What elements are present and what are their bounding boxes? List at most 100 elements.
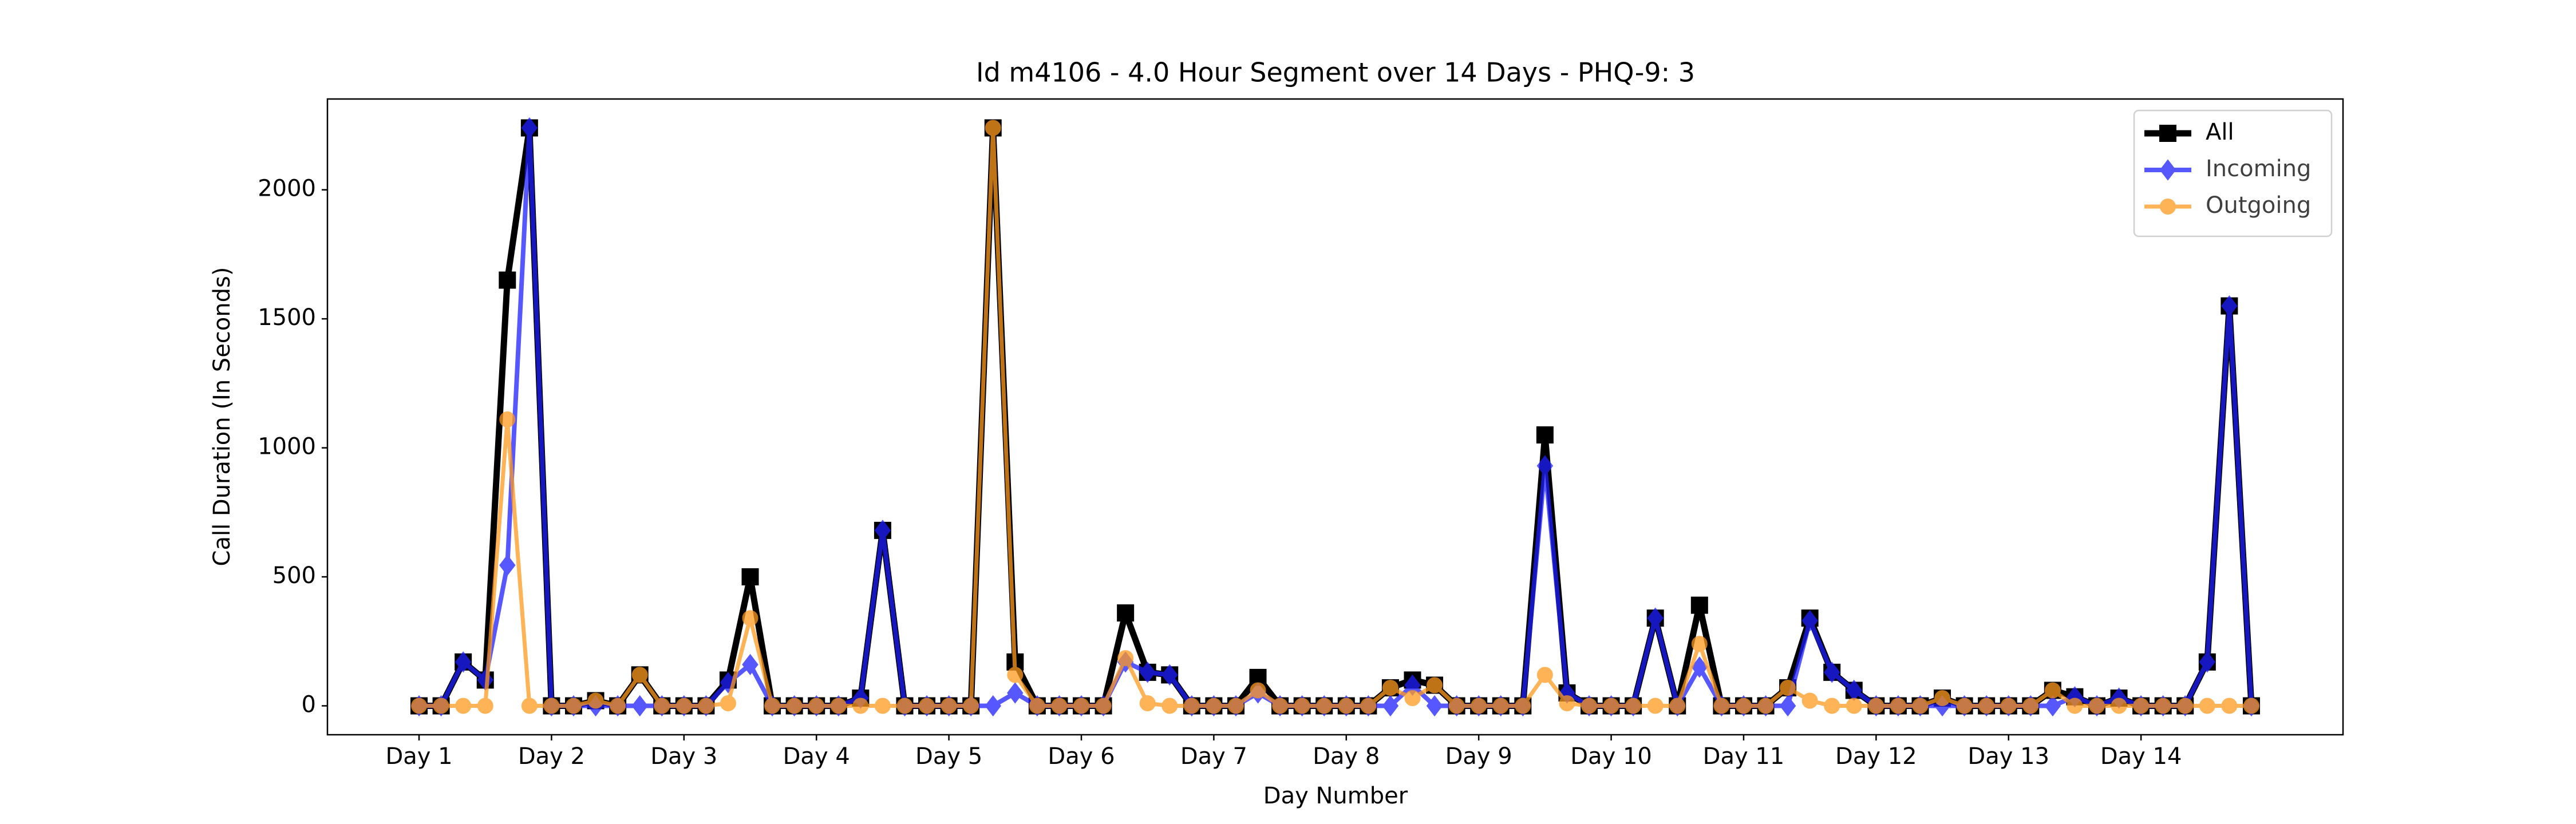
marker (1294, 698, 1310, 714)
legend-label: Incoming (2206, 156, 2311, 182)
x-tick-label: Day 5 (915, 743, 982, 770)
marker (1117, 604, 1135, 622)
y-tick-label: 2000 (258, 176, 316, 202)
marker (919, 698, 935, 714)
marker (455, 651, 472, 673)
marker (808, 698, 825, 714)
marker (1824, 698, 1840, 714)
marker (543, 698, 560, 714)
legend-item: Incoming (2144, 156, 2311, 182)
legend-label: All (2206, 119, 2234, 145)
series-line (419, 125, 2254, 708)
x-tick-label: Day 11 (1703, 743, 1785, 770)
marker (654, 698, 670, 714)
marker (1625, 698, 1642, 714)
plot-frame (326, 98, 2344, 736)
marker (2000, 698, 2017, 714)
x-tick-label: Day 2 (518, 743, 585, 770)
y-axis-label: Call Duration (In Seconds) (209, 267, 235, 566)
marker (521, 117, 538, 139)
x-tick-label: Day 8 (1313, 743, 1380, 770)
marker (1139, 695, 1156, 711)
marker (2160, 199, 2176, 215)
marker (411, 698, 428, 714)
x-tick-label: Day 14 (2100, 743, 2182, 770)
marker (631, 667, 648, 683)
marker (2159, 125, 2176, 142)
marker (985, 120, 1001, 136)
marker (499, 411, 516, 428)
marker (1117, 650, 1134, 667)
marker (2159, 159, 2176, 181)
marker (1206, 698, 1222, 714)
marker (1978, 698, 1995, 714)
marker (433, 698, 449, 714)
legend-item: Outgoing (2144, 192, 2311, 219)
marker (587, 692, 604, 709)
marker (1735, 698, 1752, 714)
x-tick-label: Day 13 (1967, 743, 2049, 770)
marker (1603, 698, 1619, 714)
marker (1338, 698, 1354, 714)
marker (675, 698, 692, 714)
marker (1647, 698, 1664, 714)
series-line (419, 126, 2251, 708)
marker (2199, 698, 2215, 714)
marker (1272, 698, 1289, 714)
marker (2133, 698, 2150, 714)
marker (2155, 698, 2171, 714)
marker (1690, 596, 1708, 614)
x-tick-label: Day 10 (1570, 743, 1652, 770)
marker (742, 610, 758, 627)
marker (1161, 698, 1178, 714)
marker (499, 554, 516, 576)
y-tick-label: 0 (302, 692, 316, 718)
marker (2022, 698, 2039, 714)
marker (830, 698, 847, 714)
marker (1647, 607, 1664, 629)
marker (1161, 664, 1178, 686)
marker (1536, 667, 1553, 683)
y-tick-label: 1000 (258, 434, 316, 460)
x-tick-label: Day 3 (650, 743, 717, 770)
x-tick-label: Day 7 (1180, 743, 1247, 770)
marker (1227, 698, 1244, 714)
marker (941, 698, 957, 714)
x-tick-label: Day 1 (385, 743, 452, 770)
marker (1360, 698, 1377, 714)
marker (2199, 651, 2216, 673)
series (411, 120, 2259, 714)
x-axis-label: Day Number (1263, 783, 1408, 809)
marker (1492, 698, 1509, 714)
marker (566, 698, 582, 714)
marker (631, 695, 648, 717)
marker (1956, 698, 1973, 714)
series (410, 119, 2260, 715)
y-tick-label: 500 (272, 562, 316, 589)
marker (1029, 698, 1045, 714)
marker (1448, 698, 1465, 714)
series (410, 117, 2260, 717)
marker (1382, 695, 1399, 717)
marker (2177, 698, 2194, 714)
x-tick-label: Day 6 (1048, 743, 1115, 770)
marker (499, 271, 516, 289)
marker (1471, 698, 1487, 714)
x-tick-label: Day 4 (783, 743, 850, 770)
marker (963, 698, 979, 714)
marker (1801, 610, 1818, 632)
marker (1536, 455, 1554, 477)
marker (874, 520, 891, 541)
marker (1007, 682, 1024, 704)
marker (1780, 679, 1796, 696)
marker (2044, 695, 2061, 717)
x-tick-label: Day 12 (1835, 743, 1917, 770)
series-line (419, 125, 2255, 709)
marker (874, 698, 891, 714)
marker (1713, 698, 1730, 714)
marker (985, 695, 1001, 717)
marker (1404, 690, 1421, 706)
marker (1316, 698, 1333, 714)
marker (1669, 698, 1686, 714)
